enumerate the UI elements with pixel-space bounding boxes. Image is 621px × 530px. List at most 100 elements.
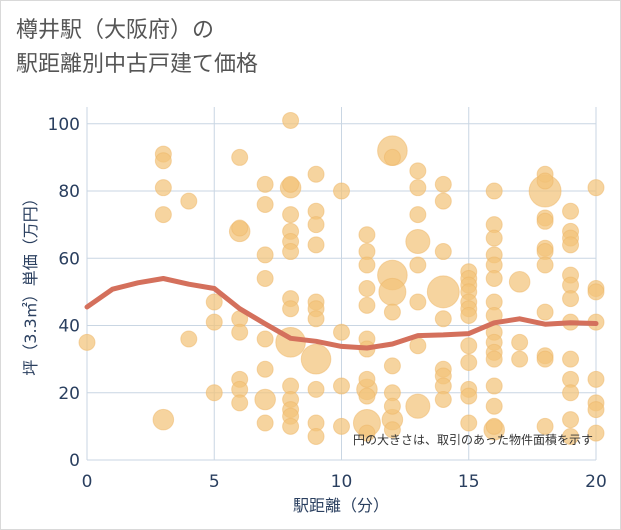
bubble-point: [333, 377, 350, 395]
bubble-point: [562, 350, 580, 368]
bubble-point: [231, 148, 249, 166]
bubble-point: [205, 293, 223, 311]
bubble-point: [307, 380, 325, 398]
bubble-point: [562, 411, 580, 429]
bubble-point: [587, 179, 605, 197]
bubble-point: [231, 323, 249, 341]
bubble-point: [460, 387, 478, 405]
x-axis-title: 駅距離（分）: [293, 496, 389, 515]
bubble-point: [282, 417, 300, 435]
bubble-point: [587, 283, 605, 301]
bubble-point: [307, 165, 325, 183]
bubble-point: [409, 256, 427, 274]
bubble-point: [254, 388, 276, 411]
bubble-point: [511, 350, 529, 368]
bubble-point: [256, 246, 274, 264]
bubble-point: [536, 350, 554, 368]
chart-title: 樽井駅（大阪府）の 駅距離別中古戸建て価格: [16, 14, 258, 82]
bubble-point: [282, 206, 300, 224]
bubble-point: [409, 206, 427, 224]
bubble-point: [78, 333, 96, 351]
bubble-point: [205, 313, 223, 331]
bubble-point: [485, 229, 503, 247]
bubble-point: [256, 175, 274, 193]
bubble-point: [256, 195, 274, 213]
bubble-point: [460, 354, 478, 372]
bubble-point: [256, 414, 274, 432]
bubble-point: [231, 219, 249, 237]
bubble-point: [300, 343, 332, 375]
bubble-point: [307, 310, 325, 328]
bubble-point: [460, 414, 478, 432]
y-tick-label: 20: [58, 384, 80, 404]
bubble-point: [562, 290, 580, 308]
bubble-point: [282, 111, 300, 129]
chart-title-line1: 樽井駅（大阪府）の: [16, 18, 215, 43]
bubble-layer: [78, 111, 605, 445]
bubble-point: [409, 162, 427, 180]
bubble-point: [333, 323, 350, 341]
x-tick-label: 10: [331, 472, 353, 492]
bubble-point: [256, 330, 274, 348]
axis-ticks: 0 5 10 15 20 0 20 40 60 80 100: [48, 115, 607, 492]
bubble-point: [358, 256, 376, 274]
bubble-point: [205, 384, 223, 402]
x-tick-label: 0: [82, 472, 93, 492]
bubble-point: [426, 275, 460, 309]
x-tick-label: 5: [209, 472, 220, 492]
bubble-point: [383, 148, 401, 166]
bubble-point: [485, 417, 503, 435]
bubble-point: [434, 192, 452, 210]
bubble-point: [562, 384, 580, 402]
bubble-point: [383, 397, 401, 415]
y-axis-title: 坪（3.3㎡）単価（万円）: [21, 190, 40, 375]
bubble-point: [231, 394, 249, 412]
y-tick-label: 100: [48, 115, 80, 135]
bubble-point: [307, 427, 325, 445]
bubble-point: [511, 333, 529, 351]
bubble-point: [358, 296, 376, 314]
bubble-point: [434, 175, 452, 193]
bubble-point: [405, 228, 431, 255]
bubble-point: [333, 182, 350, 200]
size-annotation: 円の大きさは、取引のあった物件面積を示す: [353, 432, 593, 447]
bubble-point: [508, 271, 531, 293]
bubble-point: [282, 175, 300, 193]
bubble-point: [358, 280, 376, 298]
bubble-point: [536, 256, 554, 274]
average-price-line: [84, 276, 599, 351]
bubble-point: [358, 370, 376, 388]
bubble-point: [460, 337, 478, 355]
bubble-point: [383, 303, 401, 321]
bubble-point: [460, 306, 478, 324]
bubble-point: [587, 370, 605, 388]
bubble-point: [358, 424, 376, 442]
bubble-point: [485, 377, 503, 395]
x-tick-label: 20: [585, 472, 607, 492]
bubble-point: [152, 408, 175, 431]
bubble-point: [536, 212, 554, 230]
x-tick-label: 15: [458, 472, 480, 492]
bubble-point: [333, 417, 350, 435]
bubble-point: [358, 387, 376, 405]
bubble-point: [587, 401, 605, 419]
bubble-point: [434, 243, 452, 261]
bubble-point: [154, 206, 172, 224]
bubble-point: [536, 172, 554, 190]
bubble-point: [562, 202, 580, 220]
bubble-point: [378, 277, 407, 306]
bubble-point: [180, 330, 198, 348]
y-tick-label: 0: [69, 451, 80, 471]
bubble-point: [562, 236, 580, 254]
bubble-point: [434, 310, 452, 328]
bubble-point: [307, 216, 325, 234]
bubble-point: [282, 243, 300, 261]
bubble-point: [383, 357, 401, 375]
bubble-point: [358, 226, 376, 244]
bubble-point: [282, 300, 300, 318]
bubble-point: [485, 397, 503, 415]
bubble-point: [405, 393, 431, 419]
bubble-point: [434, 390, 452, 408]
bubble-point: [154, 152, 172, 170]
